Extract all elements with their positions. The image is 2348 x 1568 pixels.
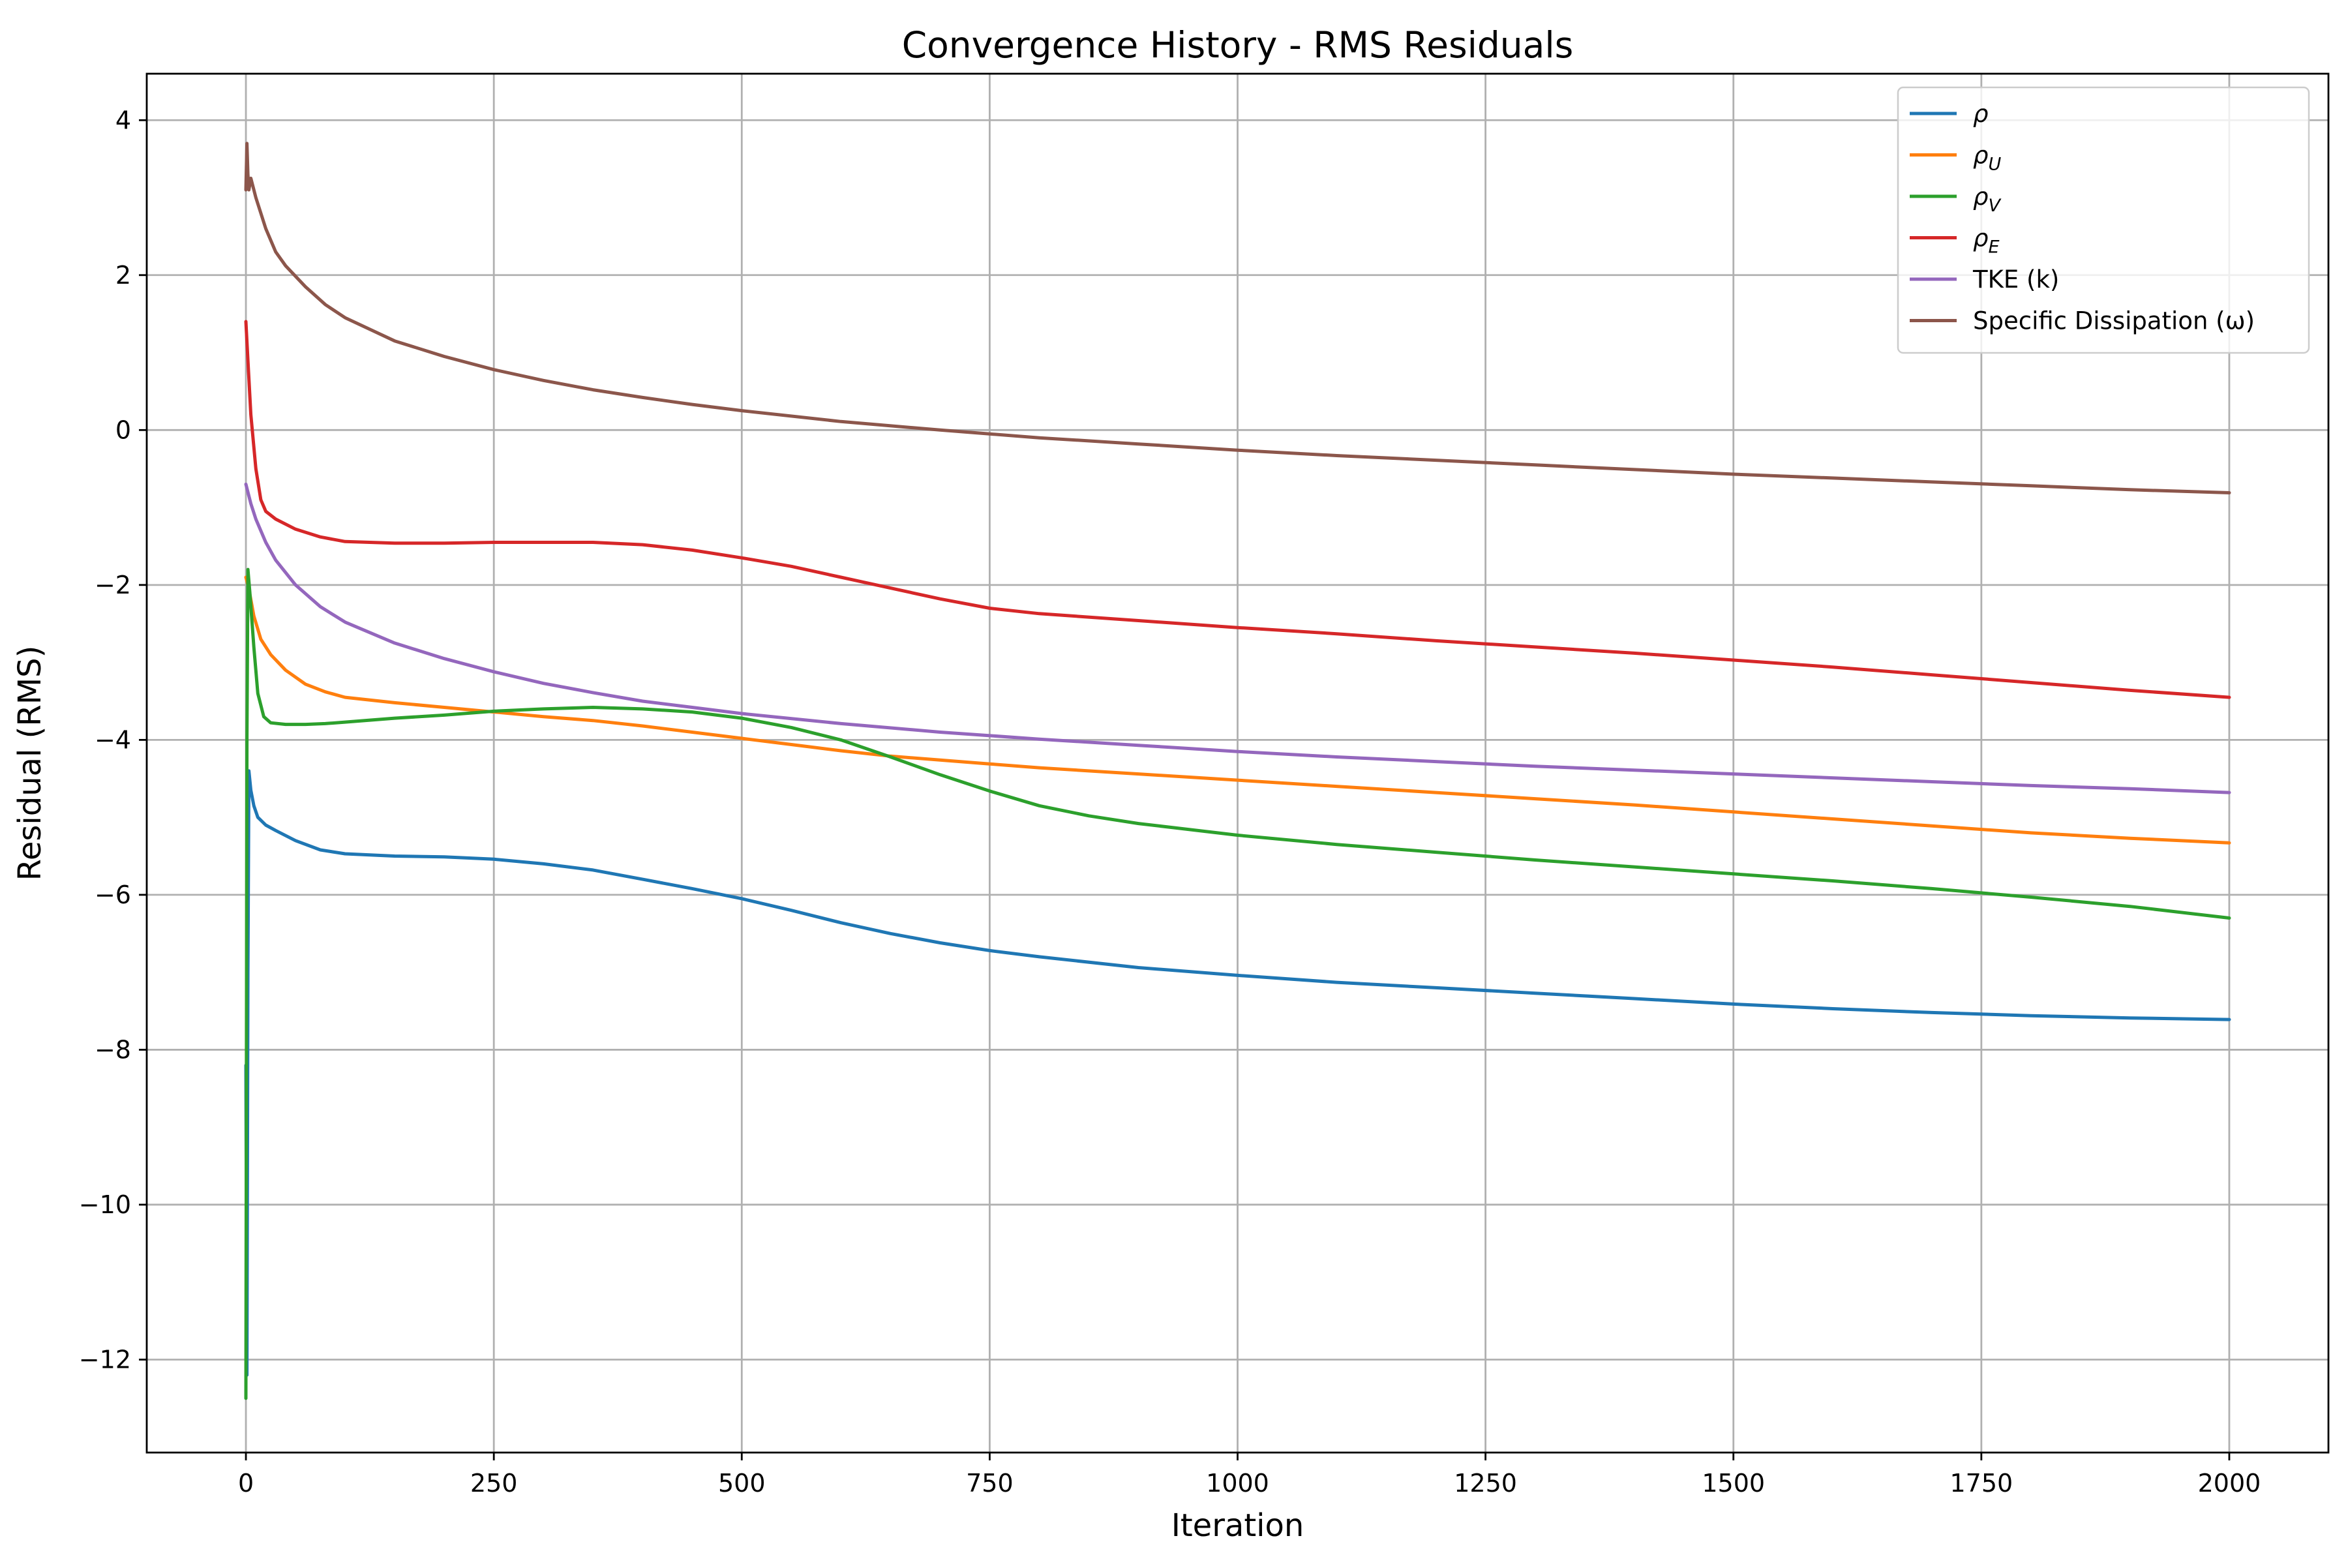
series-line-2 (244, 567, 2231, 1400)
chart-title: Convergence History - RMS Residuals (902, 24, 1574, 66)
y-axis-label: Residual (RMS) (12, 646, 48, 881)
x-tick-label: 250 (470, 1469, 518, 1498)
x-tick-label: 2000 (2198, 1469, 2261, 1498)
x-tick-label: 0 (238, 1469, 254, 1498)
legend-box (1897, 86, 2310, 354)
legend-name: ρ (1973, 224, 1989, 252)
x-tick-label: 1750 (1949, 1469, 2013, 1498)
legend-name: TKE (k) (1972, 265, 2059, 294)
series-line-3 (244, 320, 2231, 699)
y-tick-label: −8 (95, 1035, 131, 1064)
y-tick-label: 4 (115, 106, 131, 134)
series-line-0 (244, 769, 2231, 1377)
y-tick-label: −4 (95, 725, 131, 754)
series-line-1 (244, 575, 2231, 845)
x-axis-label: Iteration (1171, 1507, 1304, 1544)
y-tick-label: 2 (115, 261, 131, 290)
x-tick-label: 500 (718, 1469, 766, 1498)
y-tick-label: 0 (115, 415, 131, 444)
legend-name: ρ (1973, 142, 1989, 170)
legend-label-5: Specific Dissipation (ω) (1973, 307, 2255, 335)
legend-name: ρ (1973, 100, 1989, 128)
series-line-5 (244, 142, 2231, 494)
series-layer (244, 142, 2231, 1400)
ticks-layer: 0 250 500 750 1000 1250 1500 1750 2000 4 2 0 −2 −4 −6 −… (79, 106, 2261, 1498)
legend-name: ρ (1973, 183, 1989, 211)
x-tick-label: 750 (966, 1469, 1014, 1498)
y-tick-label: −10 (79, 1190, 131, 1219)
legend-label-2: ρV (1973, 183, 2002, 216)
legend-subscript: V (1989, 196, 2002, 216)
legend-subscript: E (1989, 237, 2000, 258)
legend-subscript: U (1989, 155, 2002, 175)
legend-label-0: ρ (1973, 100, 1989, 128)
y-tick-label: −12 (79, 1345, 131, 1374)
legend-label-3: ρE (1973, 224, 2000, 258)
grid-layer (147, 74, 2328, 1453)
legend-name: Specific Dissipation (ω) (1973, 307, 2255, 335)
x-tick-label: 1500 (1702, 1469, 1765, 1498)
x-tick-label: 1000 (1206, 1469, 1269, 1498)
legend-label-4: TKE (k) (1972, 265, 2059, 294)
legend-label-1: ρU (1973, 142, 2002, 175)
y-tick-label: −6 (95, 881, 131, 909)
x-tick-label: 1250 (1454, 1469, 1517, 1498)
series-line-4 (244, 482, 2231, 794)
y-tick-label: −2 (95, 571, 131, 599)
